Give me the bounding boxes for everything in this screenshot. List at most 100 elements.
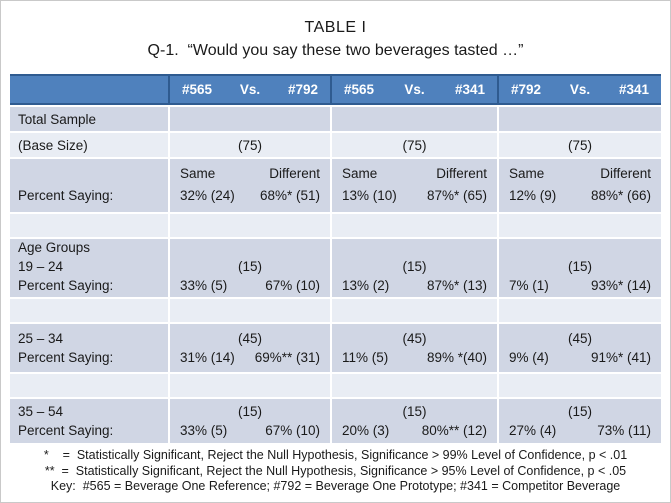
- footnote-key: Key: #565 = Beverage One Reference; #792…: [50, 479, 621, 493]
- spacer-row: [10, 299, 661, 322]
- age-19-24-group-1: (15) 33% (5) 67% (10): [170, 239, 330, 297]
- different-value: 91%* (41): [590, 350, 651, 365]
- same-value: 20% (3): [342, 423, 390, 438]
- empty-cell: [10, 299, 168, 322]
- age-25-34-group-2: (45) 11% (5) 89% *(40): [332, 324, 497, 372]
- empty-cell: [332, 214, 497, 237]
- base-value: (15): [567, 404, 592, 419]
- different-header: Different: [600, 166, 651, 181]
- different-value: 67% (10): [265, 278, 320, 293]
- same-value: 13% (2): [342, 278, 390, 293]
- empty-cell: [332, 374, 497, 397]
- footnote-95-confidence: ** = Statistically Significant, Reject t…: [44, 463, 627, 478]
- spacer-row: [10, 214, 661, 237]
- spacer-row: [10, 374, 661, 397]
- different-value: 89% *(40): [426, 350, 487, 365]
- age-25-34-group-3: (45) 9% (4) 91%* (41): [499, 324, 661, 372]
- age-groups-heading: Age Groups: [18, 240, 91, 255]
- different-value: 87%* (65): [426, 188, 487, 203]
- empty-cell: [499, 374, 661, 397]
- different-value: 80%** (12): [421, 423, 487, 438]
- different-value: 69%** (31): [254, 350, 320, 365]
- same-value: 31% (14): [180, 350, 235, 365]
- different-value: 68%* (51): [259, 188, 320, 203]
- value-line: 13% (10) 87%* (65): [342, 185, 487, 207]
- same-value: 9% (4): [509, 350, 549, 365]
- age-25-34-label-cell: 25 – 34 Percent Saying:: [10, 324, 168, 372]
- base-value: (15): [237, 259, 262, 274]
- age-range: 25 – 34: [18, 331, 64, 346]
- value-line: 7% (1) 93%* (14): [509, 276, 651, 295]
- question-subtitle: Q-1. “Would you say these two beverages …: [147, 42, 524, 59]
- different-header: Different: [269, 166, 320, 181]
- age-19-24-group-2: (15) 13% (2) 87%* (13): [332, 239, 497, 297]
- same-value: 7% (1): [509, 278, 549, 293]
- percent-saying-label: Percent Saying:: [18, 350, 114, 365]
- empty-cell: [10, 374, 168, 397]
- row-base-size: (Base Size) (75) (75) (75): [10, 133, 661, 157]
- header-code-left: #565: [182, 82, 213, 97]
- empty-cell: [332, 299, 497, 322]
- base-size-value: (75): [499, 133, 661, 157]
- row-percent-saying-total: Percent Saying: Same Different 32% (24) …: [10, 159, 661, 212]
- value-line: 11% (5) 89% *(40): [342, 348, 487, 367]
- same-header: Same: [509, 166, 545, 181]
- header-label-cell: [10, 76, 168, 103]
- value-line: 13% (2) 87%* (13): [342, 276, 487, 295]
- base-size-value: (75): [170, 133, 330, 157]
- age-35-54-group-1: (15) 33% (5) 67% (10): [170, 399, 330, 443]
- empty-cell: [332, 107, 497, 131]
- empty-cell: [499, 107, 661, 131]
- different-header: Different: [436, 166, 487, 181]
- row-age-25-34: 25 – 34 Percent Saying: (45) 31% (14) 69…: [10, 324, 661, 372]
- row-age-35-54: 35 – 54 Percent Saying: (15) 33% (5) 67%…: [10, 399, 661, 443]
- spacer-line: [18, 163, 164, 185]
- percent-cell-group-1: Same Different 32% (24) 68%* (51): [170, 159, 330, 212]
- age-range: 19 – 24: [18, 259, 64, 274]
- empty-cell: [170, 374, 330, 397]
- footnote-99-confidence: * = Statistically Significant, Reject th…: [43, 448, 628, 462]
- base-value: (15): [402, 259, 427, 274]
- percent-saying-label: Percent Saying:: [18, 188, 114, 203]
- value-line: 32% (24) 68%* (51): [180, 185, 320, 207]
- different-value: 88%* (66): [590, 188, 651, 203]
- same-value: 12% (9): [509, 188, 557, 203]
- base-value: (45): [402, 331, 427, 346]
- percent-saying-label-cell: Percent Saying:: [10, 159, 168, 212]
- same-different-header: Same Different: [342, 163, 487, 185]
- age-25-34-group-1: (45) 31% (14) 69%** (31): [170, 324, 330, 372]
- header-code-right: #341: [454, 82, 485, 97]
- age-19-24-group-3: (15) 7% (1) 93%* (14): [499, 239, 661, 297]
- value-line: 33% (5) 67% (10): [180, 421, 320, 440]
- different-value: 87%* (13): [426, 278, 487, 293]
- value-line: 31% (14) 69%** (31): [180, 348, 320, 367]
- same-value: 32% (24): [180, 188, 235, 203]
- value-line: 33% (5) 67% (10): [180, 276, 320, 295]
- same-value: 13% (10): [342, 188, 397, 203]
- age-35-54-group-3: (15) 27% (4) 73% (11): [499, 399, 661, 443]
- percent-cell-group-2: Same Different 13% (10) 87%* (65): [332, 159, 497, 212]
- value-line: 20% (3) 80%** (12): [342, 421, 487, 440]
- same-header: Same: [180, 166, 216, 181]
- age-35-54-label-cell: 35 – 54 Percent Saying:: [10, 399, 168, 443]
- base-value: (15): [237, 404, 262, 419]
- different-value: 67% (10): [265, 423, 320, 438]
- empty-cell: [170, 107, 330, 131]
- base-value: (15): [402, 404, 427, 419]
- value-line: 12% (9) 88%* (66): [509, 185, 651, 207]
- empty-cell: [10, 214, 168, 237]
- value-line: 27% (4) 73% (11): [509, 421, 651, 440]
- title-block: TABLE I Q-1. “Would you say these two be…: [1, 1, 670, 62]
- different-value: 73% (11): [597, 423, 651, 438]
- age-range: 35 – 54: [18, 404, 64, 419]
- percent-cell-group-3: Same Different 12% (9) 88%* (66): [499, 159, 661, 212]
- results-table: #565 Vs. #792 #565 Vs. #341 #792 Vs. #34…: [10, 74, 661, 443]
- same-value: 11% (5): [342, 350, 389, 365]
- row-age-19-24: Age Groups 19 – 24 Percent Saying: (15) …: [10, 239, 661, 297]
- percent-saying-label: Percent Saying:: [18, 423, 114, 438]
- same-different-header: Same Different: [509, 163, 651, 185]
- row-total-sample: Total Sample: [10, 107, 661, 131]
- same-different-header: Same Different: [180, 163, 320, 185]
- footnotes: * = Statistically Significant, Reject th…: [1, 448, 670, 495]
